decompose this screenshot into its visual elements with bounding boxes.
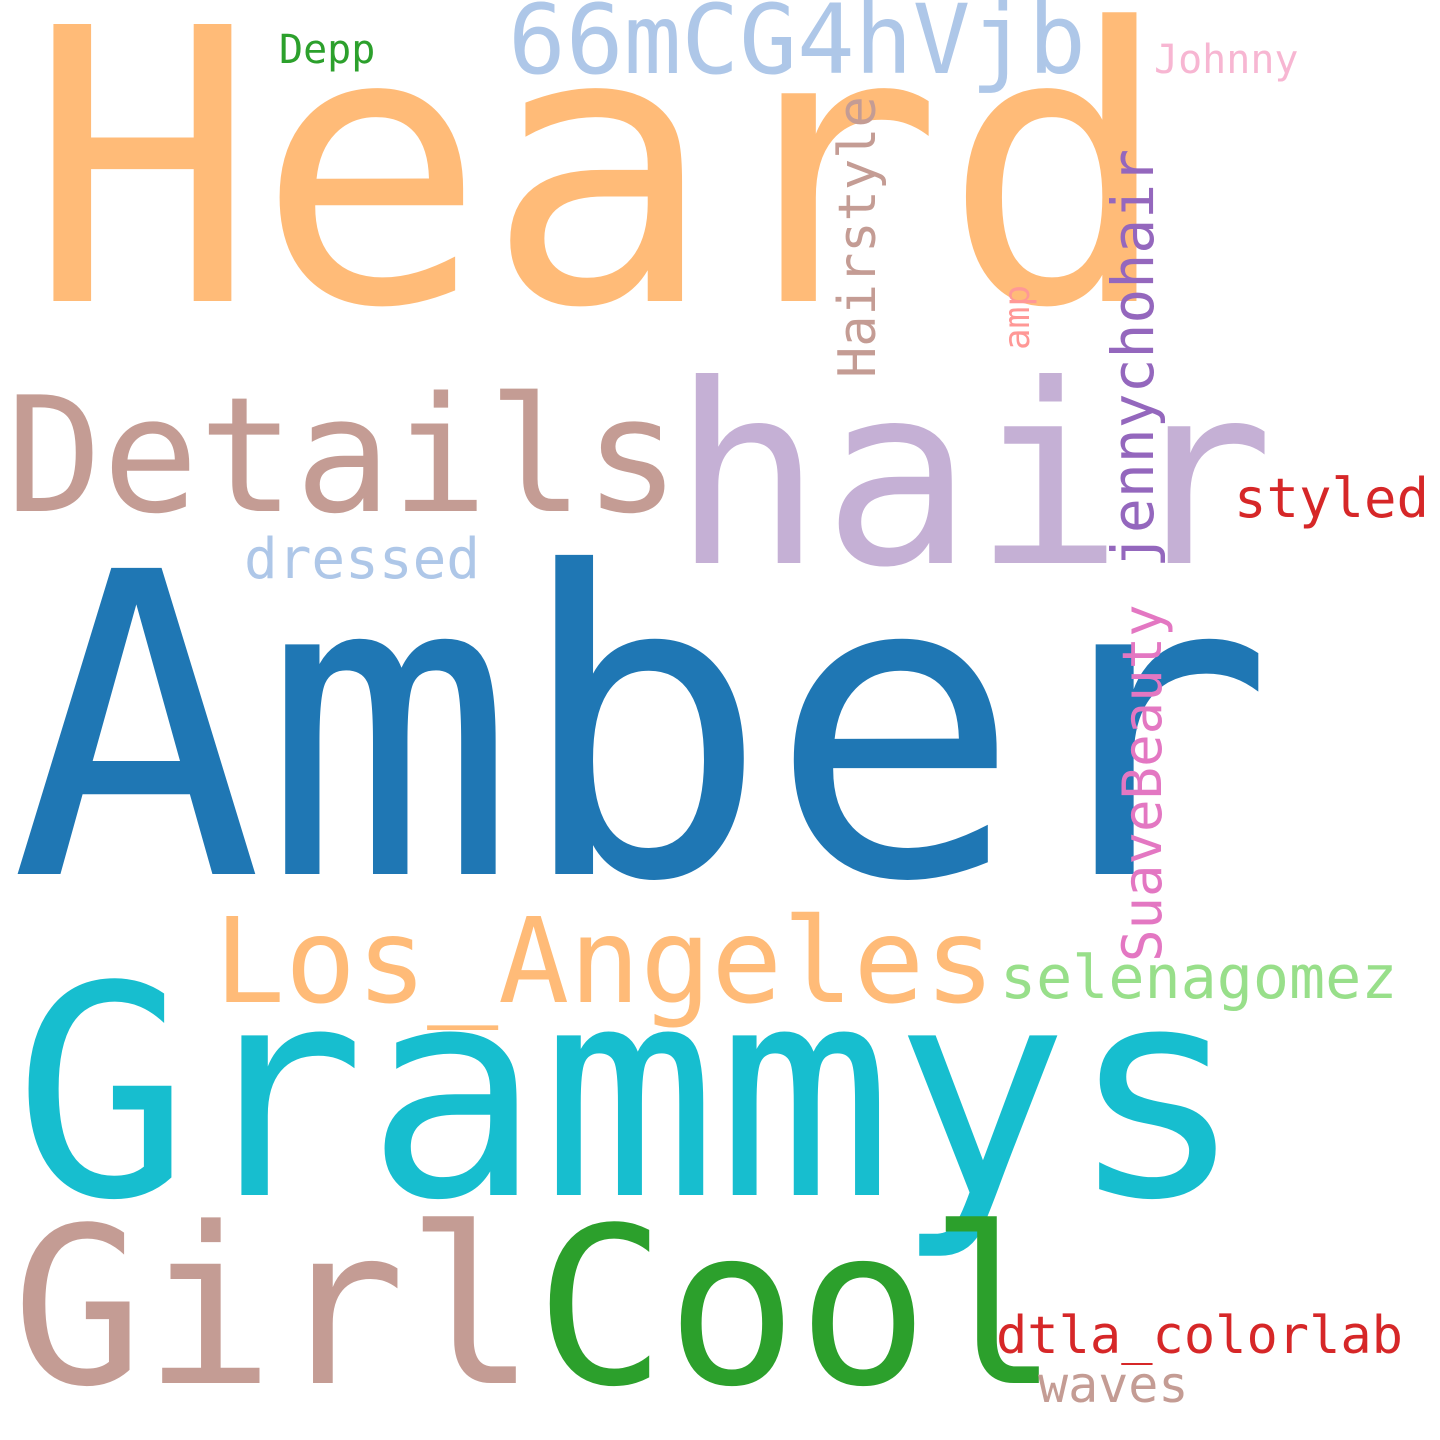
word-dressed: dressed [244, 527, 481, 592]
word-jennychohair: jennychohair [1099, 148, 1167, 568]
word-suavebeauty: SuaveBeauty [1111, 604, 1174, 962]
word-hair: hair [672, 331, 1275, 622]
word-details: Details [6, 362, 681, 549]
word-dtla-colorlab: dtla_colorlab [996, 1306, 1403, 1366]
word-styled: styled [1234, 467, 1430, 530]
word-depp: Depp [279, 27, 376, 73]
word-waves: waves [1038, 1356, 1189, 1414]
word-hairstyle: Hairstyle [828, 96, 888, 378]
word-selenagomez: selenagomez [1000, 943, 1398, 1013]
word-amp: amp [997, 284, 1038, 350]
word-girl: Girl [12, 1182, 537, 1435]
word-grammys: Grammys [14, 924, 1245, 1264]
word-los-angeles: Los_Angeles [214, 892, 996, 1030]
word-cool: Cool [535, 1182, 1060, 1435]
word-johnny: Johnny [1154, 37, 1299, 83]
word-amber: Amber [10, 485, 1275, 974]
word-66mcg4hvjb: 66mCG4hVjb [508, 0, 1086, 96]
word-heard: Heard [28, 0, 1172, 391]
